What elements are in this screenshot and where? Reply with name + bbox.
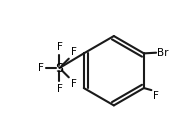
- Text: F: F: [38, 63, 44, 73]
- Text: F: F: [57, 42, 62, 52]
- Text: F: F: [153, 91, 159, 101]
- Text: S: S: [55, 61, 63, 75]
- Text: F: F: [70, 47, 76, 57]
- Text: F: F: [57, 84, 62, 94]
- Text: F: F: [70, 79, 76, 89]
- Text: Br: Br: [157, 48, 168, 58]
